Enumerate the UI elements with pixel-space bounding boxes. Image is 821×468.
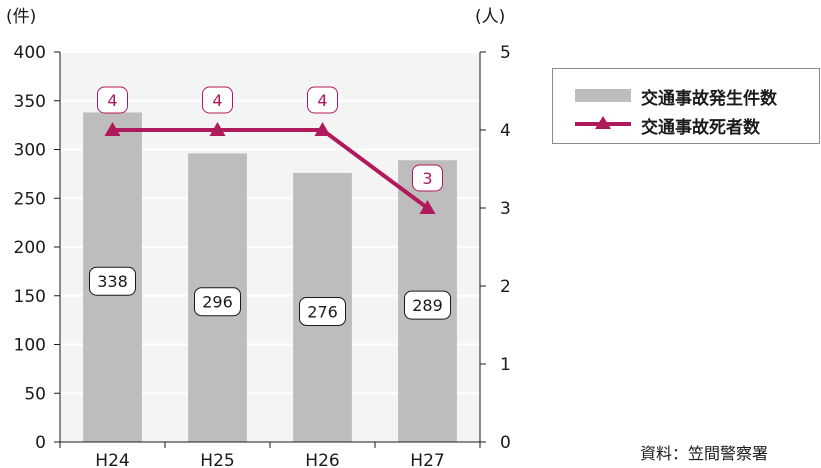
right-tick-label: 2	[500, 277, 511, 297]
line-marker	[314, 122, 331, 136]
line-series	[104, 122, 436, 214]
legend-label-bar: 交通事故発生件数	[641, 89, 777, 109]
right-axis-unit: (人)	[475, 7, 505, 27]
line-value-label: 3	[422, 169, 432, 188]
line-value-box	[97, 86, 128, 114]
line-value-box	[202, 86, 233, 114]
line-value-box	[412, 164, 443, 192]
legend-line-swatch	[575, 116, 631, 129]
legend-item-bar: 交通事故発生件数	[553, 82, 819, 109]
line-value-label: 4	[107, 91, 117, 110]
left-axis-unit: (件)	[6, 7, 36, 27]
source-note: 資料：笠間警察署	[640, 444, 769, 463]
left-tick-label: 50	[24, 384, 46, 404]
line-value-label: 4	[212, 91, 222, 110]
right-tick-label: 4	[500, 121, 511, 141]
data-labels: 338 296 276 289 4 4 4 3	[89, 86, 451, 326]
right-tick-label: 0	[500, 433, 511, 453]
line-value-label: 4	[317, 91, 327, 110]
legend: 交通事故発生件数 交通事故死者数	[552, 68, 820, 144]
bar-value-box	[299, 296, 346, 326]
bar-value-label: 289	[412, 296, 443, 315]
bar-value-label: 276	[307, 302, 338, 321]
bar-value-box	[404, 290, 451, 320]
legend-bar-swatch	[575, 89, 631, 102]
left-tick-label: 0	[35, 433, 46, 453]
x-tick-label: H25	[200, 451, 234, 468]
line-marker	[419, 200, 436, 214]
left-tick-label: 150	[14, 287, 46, 307]
bar-value-label: 338	[97, 272, 128, 291]
left-tick-label: 300	[14, 141, 46, 161]
left-tick-label: 200	[14, 238, 46, 258]
right-tick-label: 3	[500, 199, 511, 219]
right-tick-label: 5	[500, 43, 511, 63]
left-tick-label: 100	[14, 336, 46, 356]
bar-value-label: 296	[202, 293, 233, 312]
line-value-box	[307, 86, 338, 114]
right-tick-label: 1	[500, 355, 511, 375]
bar-value-box	[194, 287, 241, 317]
legend-label-line: 交通事故死者数	[641, 118, 760, 138]
legend-item-line: 交通事故死者数	[553, 111, 819, 138]
line-marker	[104, 122, 121, 136]
line-marker	[209, 122, 226, 136]
left-tick-label: 400	[14, 43, 46, 63]
x-tick-label: H27	[410, 451, 444, 468]
left-tick-label: 350	[14, 92, 46, 112]
bar-value-box	[89, 266, 136, 296]
axes: 0 50 100 150 200 250 300 350 400 0 1 2 3 4 5 H24 H25 H26 H…	[14, 43, 511, 468]
left-tick-label: 250	[14, 189, 46, 209]
line-path	[112, 128, 429, 210]
x-tick-label: H24	[95, 451, 129, 468]
x-tick-label: H26	[305, 451, 339, 468]
